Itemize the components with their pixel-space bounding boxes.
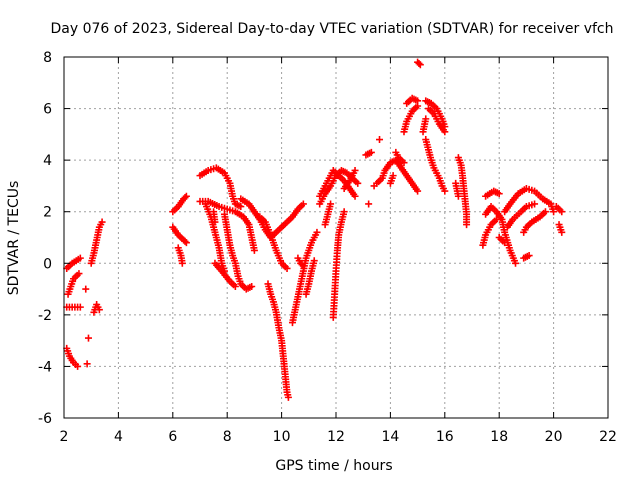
data-point: [237, 203, 245, 211]
data-point: [340, 208, 348, 216]
data-point: [299, 262, 307, 270]
data-point: [463, 221, 471, 229]
data-point: [550, 208, 558, 216]
data-point: [495, 190, 503, 198]
x-tick-label: 2: [60, 429, 69, 445]
data-point: [76, 303, 84, 311]
data-point: [354, 179, 362, 187]
x-tick-label: 16: [436, 429, 454, 445]
data-point: [376, 136, 384, 144]
data-point: [541, 208, 549, 216]
data-point: [178, 259, 186, 267]
data-point: [415, 59, 423, 67]
data-points: [63, 58, 566, 401]
data-point: [299, 200, 307, 208]
x-axis-label: GPS time / hours: [275, 458, 392, 474]
y-tick-label: 6: [43, 102, 52, 118]
data-point: [414, 97, 422, 105]
x-tick-label: 6: [168, 429, 177, 445]
data-point: [327, 200, 335, 208]
x-tick-label: 10: [273, 429, 291, 445]
data-point: [441, 128, 449, 136]
data-point: [492, 215, 500, 223]
data-point: [512, 259, 520, 267]
data-point: [76, 254, 84, 262]
data-point: [313, 228, 321, 236]
data-point: [558, 208, 566, 216]
data-point: [558, 228, 566, 236]
axis-ticks: 2 4 6 8 10 12 14 16 18 20 22 -6 -4 -2 0 2 4 6 8: [38, 50, 617, 445]
data-point: [84, 334, 92, 342]
x-tick-label: 8: [223, 429, 232, 445]
data-point: [351, 192, 359, 200]
data-point: [400, 159, 408, 167]
data-point: [351, 166, 359, 174]
y-tick-label: -6: [38, 411, 52, 427]
data-point: [181, 237, 189, 245]
y-tick-label: -4: [38, 359, 52, 375]
data-point: [74, 362, 82, 370]
data-point: [298, 261, 306, 269]
data-point: [501, 239, 509, 247]
data-point: [248, 282, 256, 290]
x-tick-label: 18: [490, 429, 508, 445]
y-axis-label: SDTVAR / TECUs: [6, 181, 22, 296]
data-point: [414, 187, 422, 195]
data-point: [389, 172, 397, 180]
x-tick-label: 20: [545, 429, 563, 445]
data-point: [367, 148, 375, 156]
data-point: [82, 285, 90, 293]
data-point: [231, 282, 239, 290]
data-point: [283, 264, 291, 272]
data-point: [416, 61, 424, 69]
data-point: [441, 187, 449, 195]
data-point: [531, 200, 539, 208]
x-tick-label: 4: [114, 429, 123, 445]
data-point: [454, 192, 462, 200]
data-point: [95, 306, 103, 314]
y-tick-label: 0: [43, 256, 52, 272]
y-tick-label: 2: [43, 205, 52, 221]
data-point: [98, 218, 106, 226]
data-point: [284, 393, 292, 401]
chart-title: Day 076 of 2023, Sidereal Day-to-day VTE…: [50, 21, 613, 37]
data-point: [182, 239, 190, 247]
data-point: [211, 218, 219, 226]
y-tick-label: 4: [43, 153, 52, 169]
x-tick-label: 22: [599, 429, 617, 445]
data-point: [365, 200, 373, 208]
data-point: [250, 246, 258, 254]
y-tick-label: -2: [38, 308, 52, 324]
data-point: [310, 257, 318, 265]
x-tick-label: 14: [381, 429, 399, 445]
data-point: [75, 270, 83, 278]
x-tick-label: 12: [327, 429, 345, 445]
data-point: [83, 360, 91, 368]
data-point: [525, 252, 533, 260]
data-point: [181, 194, 189, 202]
data-point: [422, 115, 430, 123]
data-point: [182, 192, 190, 200]
y-tick-label: 8: [43, 50, 52, 66]
